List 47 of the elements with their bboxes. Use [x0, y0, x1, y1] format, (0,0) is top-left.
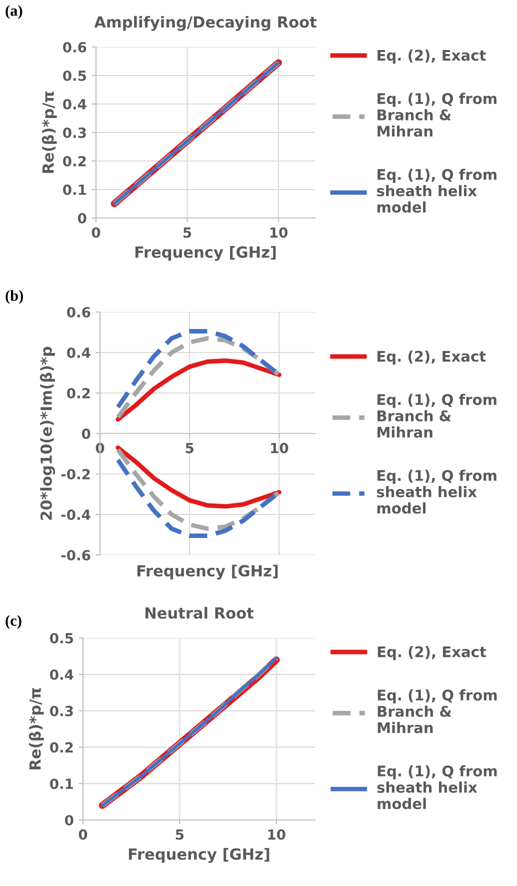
x-tick-label: 10	[270, 227, 288, 238]
y-tick-label: 0.3	[63, 127, 86, 138]
y-axis-title: Re(β)*p/π	[28, 688, 44, 770]
y-tick-label: 0.2	[63, 156, 86, 166]
legend-label: Eq. (1), Q from Branch & Mihran	[378, 92, 496, 137]
y-tick-label: 0	[78, 212, 86, 224]
legend-label: Eq. (1), Q from sheath helix model	[377, 765, 497, 810]
x-tick-label: 5	[176, 829, 184, 840]
y-tick-label: 0.4	[63, 98, 86, 110]
y-axis-title: Re(β)*p/π	[42, 92, 57, 173]
legend-label: Eq. (2), Exact	[378, 646, 486, 660]
y-tick-label: 0.4	[50, 669, 74, 680]
legend-label: Eq. (1), Q from Branch & Mihran	[378, 689, 497, 734]
legend-label: Eq. (2), Exact	[378, 350, 486, 365]
y-tick-label: -0.2	[61, 468, 90, 480]
x-axis-title: Frequency [GHz]	[128, 848, 270, 863]
chart-title: Neutral Root	[146, 606, 254, 619]
y-axis-title: 20*log10(e)*Im(β)*p	[40, 346, 56, 520]
x-axis-title: Frequency [GHz]	[137, 564, 278, 580]
legend-label: Eq. (1), Q from sheath helix model	[377, 168, 496, 213]
x-tick-label: 5	[183, 227, 192, 238]
y-tick-label: -0.6	[61, 550, 90, 560]
text: (a)	[6, 5, 22, 19]
text: (b)	[6, 290, 23, 304]
y-tick-label: 0.6	[67, 306, 90, 318]
x-tick-label: 10	[271, 442, 288, 454]
chart-title: Amplifying/Decaying Root	[94, 16, 316, 31]
y-tick-label: 0.2	[67, 388, 90, 398]
y-tick-label: 0.6	[63, 42, 86, 52]
y-tick-label: 0.1	[50, 778, 74, 790]
y-tick-label: 0.4	[67, 347, 90, 358]
y-tick-label: 0.3	[50, 706, 73, 716]
legend-label: Eq. (1), Q from sheath helix model	[376, 470, 496, 514]
y-tick-label: 0	[82, 428, 90, 439]
x-tick-label: 10	[268, 829, 286, 840]
x-tick-label: 5	[186, 442, 194, 454]
legend-label: Eq. (2), Exact	[378, 50, 486, 64]
y-tick-label: -0.4	[61, 509, 90, 520]
y-tick-label: 0.1	[63, 184, 86, 195]
x-tick-label: 0	[92, 227, 100, 238]
legend-label: Eq. (1), Q from Branch & Mihran	[378, 394, 496, 438]
text: (c)	[6, 615, 22, 629]
x-axis-title: Frequency [GHz]	[135, 246, 276, 261]
y-tick-label: 0.5	[63, 70, 86, 81]
y-tick-label: 0.2	[50, 742, 73, 753]
y-tick-label: 0.5	[50, 632, 74, 644]
y-tick-label: 0	[64, 814, 74, 826]
